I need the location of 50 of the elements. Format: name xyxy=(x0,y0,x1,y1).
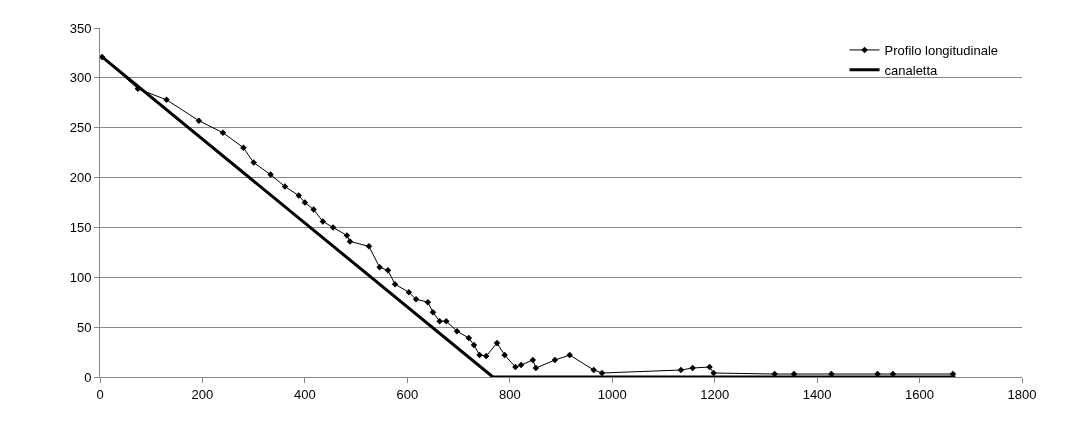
point xyxy=(493,339,501,347)
point xyxy=(598,369,606,377)
point xyxy=(310,206,317,213)
point xyxy=(250,159,257,166)
point xyxy=(405,288,413,296)
x-tick-label: 200 xyxy=(191,386,214,402)
point xyxy=(295,192,302,199)
y-tick-label: 50 xyxy=(76,319,92,335)
point xyxy=(443,317,450,325)
x-tick-label: 1200 xyxy=(700,386,730,402)
point xyxy=(590,366,598,374)
point xyxy=(529,356,537,364)
y-tick-label: 350 xyxy=(69,20,92,36)
x-tick-label: 800 xyxy=(498,386,521,402)
legend-label: Profilo longitudinale xyxy=(884,43,999,58)
point xyxy=(465,334,473,342)
point xyxy=(391,281,399,288)
y-tick-label: 300 xyxy=(69,70,92,86)
legend-label: canaletta xyxy=(884,62,939,78)
point xyxy=(240,144,247,151)
x-tick-label: 1600 xyxy=(905,386,935,402)
x-tick-label: 0 xyxy=(96,386,104,402)
point xyxy=(677,366,685,374)
x-tick-label: 600 xyxy=(396,386,419,402)
point xyxy=(517,361,525,369)
y-tick-label: 150 xyxy=(69,219,92,235)
point xyxy=(551,356,559,364)
x-tick-label: 400 xyxy=(294,386,316,402)
y-tick-label: 0 xyxy=(84,369,92,385)
point xyxy=(532,364,540,372)
x-tick-label: 1800 xyxy=(1007,386,1037,402)
point xyxy=(453,327,461,335)
point xyxy=(412,295,420,303)
x-tick-label: 1000 xyxy=(597,386,627,402)
point xyxy=(482,352,490,360)
point xyxy=(429,308,437,316)
point xyxy=(470,341,478,349)
point xyxy=(195,117,203,124)
point xyxy=(566,351,573,359)
x-tick-label: 1400 xyxy=(802,386,832,402)
y-tick-label: 100 xyxy=(69,269,92,285)
y-tick-label: 250 xyxy=(69,120,92,136)
point xyxy=(436,317,443,325)
point xyxy=(163,96,170,104)
point xyxy=(384,267,392,274)
point xyxy=(219,129,227,136)
y-tick-label: 200 xyxy=(69,170,92,186)
point xyxy=(267,171,274,178)
point xyxy=(376,264,383,271)
point xyxy=(424,298,432,306)
